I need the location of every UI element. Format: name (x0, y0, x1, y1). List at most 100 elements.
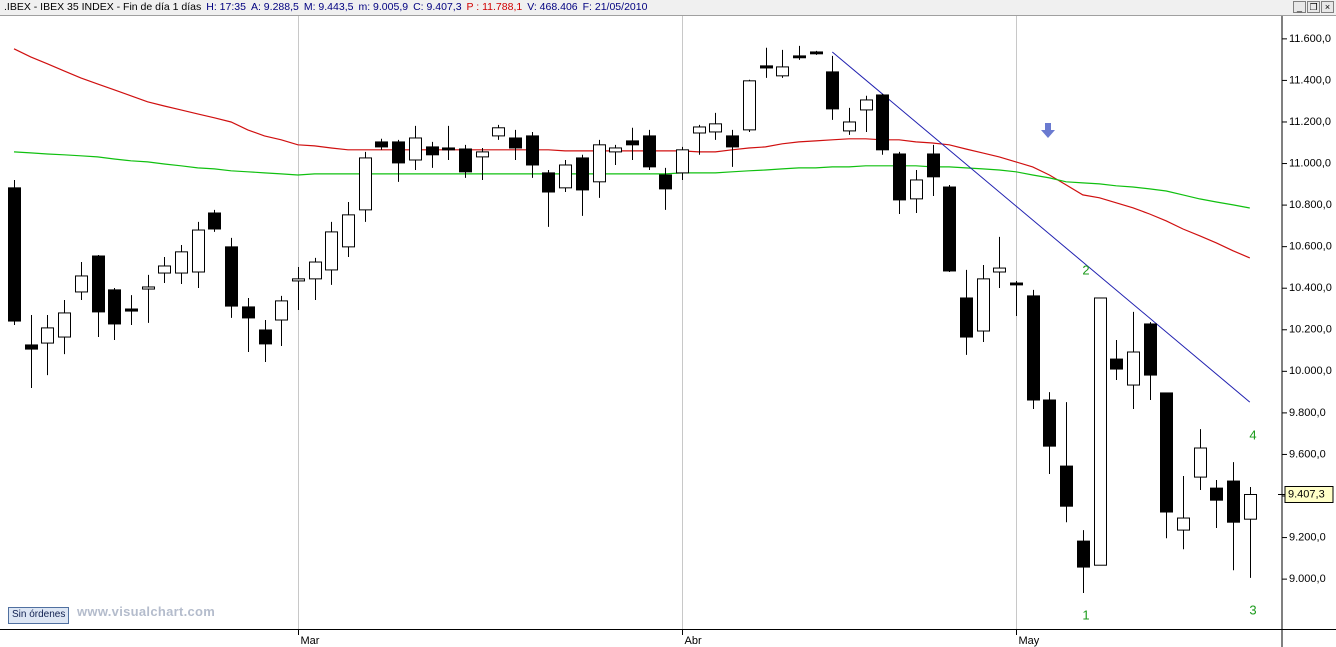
watermark: www.visualchart.com (77, 604, 216, 619)
candle-body (476, 151, 489, 158)
candle-body (1043, 399, 1056, 447)
candle-body (910, 179, 923, 200)
candle-body (492, 127, 505, 137)
candle-body (810, 51, 823, 55)
candle-body (826, 71, 839, 110)
restore-button[interactable]: ❐ (1307, 1, 1320, 13)
candle-body (58, 312, 71, 338)
candle-body (275, 300, 288, 321)
x-tick-label: May (1019, 635, 1040, 647)
candle-body (41, 327, 54, 344)
arrow-marker (1041, 123, 1055, 138)
y-tick-label: 10.200,0 (1289, 324, 1332, 336)
candle-body (359, 157, 372, 211)
candle-body (1077, 540, 1090, 568)
candle-body (726, 135, 739, 148)
header-field: F: 21/05/2010 (582, 1, 648, 13)
wave-label: 4 (1249, 427, 1256, 442)
candle-body (659, 174, 672, 190)
candle-body (709, 123, 722, 133)
candle-body (442, 147, 455, 151)
candle-body (1127, 351, 1140, 386)
header-field: .IBEX - IBEX 35 INDEX - Fin de día 1 día… (4, 1, 202, 13)
candle-body (643, 135, 656, 168)
close-button[interactable]: × (1321, 1, 1334, 13)
y-tick-label: 11.200,0 (1289, 116, 1331, 128)
candle-body (676, 149, 689, 174)
candle-body (843, 121, 856, 132)
candle-body (75, 275, 88, 293)
candle-body (1110, 358, 1123, 370)
candle-body (259, 329, 272, 345)
last-price-label: 9.407,3 (1288, 488, 1325, 500)
candle-body (876, 94, 889, 151)
candle-body (576, 157, 589, 191)
candle-body (1060, 465, 1073, 507)
candle-body (1094, 297, 1107, 566)
wave-label: 2 (1082, 262, 1089, 277)
candle-body (8, 187, 21, 322)
candle-body (225, 246, 238, 307)
y-tick-label: 11.400,0 (1289, 74, 1331, 86)
y-tick-label: 10.400,0 (1289, 282, 1332, 294)
candle-body (242, 306, 255, 319)
header-field: C: 9.407,3 (413, 1, 462, 13)
candle-body (743, 80, 756, 131)
moving-average (13, 151, 1250, 209)
candle-body (559, 164, 572, 189)
candle-body (927, 153, 940, 178)
y-tick-label: 11.000,0 (1289, 157, 1331, 169)
trend-line (831, 51, 1251, 403)
candle-body (108, 289, 121, 325)
candle-body (1144, 323, 1157, 376)
candle-body (25, 344, 38, 350)
moving-average (13, 48, 1251, 259)
candle-body (542, 172, 555, 193)
y-tick-label: 9.200,0 (1289, 531, 1326, 543)
candle-body (1210, 487, 1223, 501)
candle-body (526, 135, 539, 166)
candle-body (977, 278, 990, 332)
window-buttons: _ ❐ × (1293, 1, 1334, 13)
candle-body (960, 297, 973, 338)
candle-body (1227, 480, 1240, 523)
candle-body (342, 214, 355, 248)
header-field: H: 17:35 (206, 1, 246, 13)
header-field: A: 9.288,5 (250, 1, 299, 13)
candle-body (593, 144, 606, 183)
y-tick-label: 11.600,0 (1289, 33, 1331, 45)
candle-body (192, 229, 205, 273)
header-field: M: 9.443,5 (303, 1, 354, 13)
minimize-button[interactable]: _ (1293, 1, 1306, 13)
candle-body (793, 55, 806, 59)
candle-body (760, 65, 773, 69)
candle-body (1027, 295, 1040, 401)
candle-body (409, 137, 422, 161)
candle-body (392, 141, 405, 164)
header-bar: .IBEX - IBEX 35 INDEX - Fin de día 1 día… (0, 0, 1336, 16)
candle-body (125, 308, 138, 312)
candle-body (776, 66, 789, 77)
y-tick-label: 10.800,0 (1289, 199, 1332, 211)
candle-body (860, 99, 873, 111)
y-tick-label: 10.600,0 (1289, 241, 1332, 253)
candle-body (1160, 392, 1173, 513)
candle-body (309, 261, 322, 280)
candle-body (459, 148, 472, 173)
candle-body (893, 153, 906, 201)
y-tick-label: 9.800,0 (1289, 407, 1326, 419)
y-tick-label: 10.000,0 (1289, 365, 1332, 377)
candle-body (292, 278, 305, 282)
candle-body (943, 186, 956, 272)
candle-body (92, 255, 105, 313)
wave-label: 1 (1082, 607, 1089, 622)
candle-body (509, 137, 522, 149)
candle-body (325, 231, 338, 271)
y-tick-label: 9.000,0 (1289, 573, 1326, 585)
candle-body (158, 265, 171, 274)
candle-body (175, 251, 188, 274)
header-field: P : 11.788,1 (466, 1, 523, 13)
orders-button[interactable]: Sin órdenes (8, 607, 70, 624)
